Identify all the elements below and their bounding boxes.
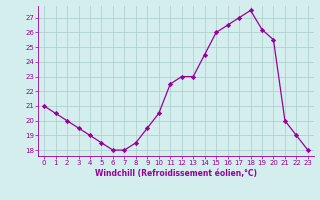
X-axis label: Windchill (Refroidissement éolien,°C): Windchill (Refroidissement éolien,°C) — [95, 169, 257, 178]
